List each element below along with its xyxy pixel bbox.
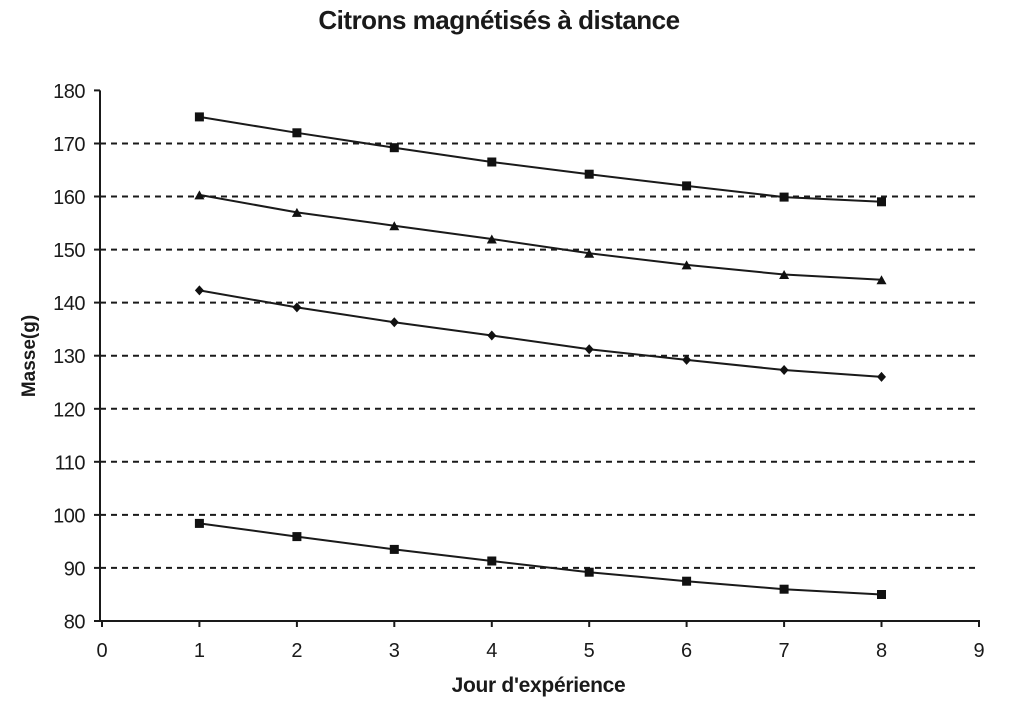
svg-text:160: 160: [53, 187, 85, 209]
svg-text:8: 8: [876, 640, 887, 662]
svg-text:Citrons magnétisés à distance: Citrons magnétisés à distance: [318, 5, 679, 35]
svg-text:0: 0: [96, 640, 107, 662]
svg-text:140: 140: [53, 293, 85, 315]
svg-text:180: 180: [53, 81, 85, 103]
svg-text:6: 6: [681, 640, 692, 662]
svg-text:150: 150: [53, 240, 85, 262]
svg-text:80: 80: [64, 611, 86, 633]
svg-text:4: 4: [486, 640, 497, 662]
svg-text:9: 9: [973, 640, 984, 662]
svg-text:90: 90: [64, 558, 86, 580]
svg-text:100: 100: [53, 505, 85, 527]
svg-text:Jour d'expérience: Jour d'expérience: [452, 674, 626, 697]
svg-text:130: 130: [53, 346, 85, 368]
svg-text:1: 1: [194, 640, 205, 662]
svg-text:170: 170: [53, 134, 85, 156]
svg-text:2: 2: [291, 640, 302, 662]
svg-text:120: 120: [53, 399, 85, 421]
svg-text:5: 5: [584, 640, 595, 662]
svg-text:Masse(g): Masse(g): [19, 315, 40, 397]
svg-text:110: 110: [55, 452, 86, 474]
svg-text:3: 3: [389, 640, 400, 662]
svg-text:7: 7: [779, 640, 790, 662]
